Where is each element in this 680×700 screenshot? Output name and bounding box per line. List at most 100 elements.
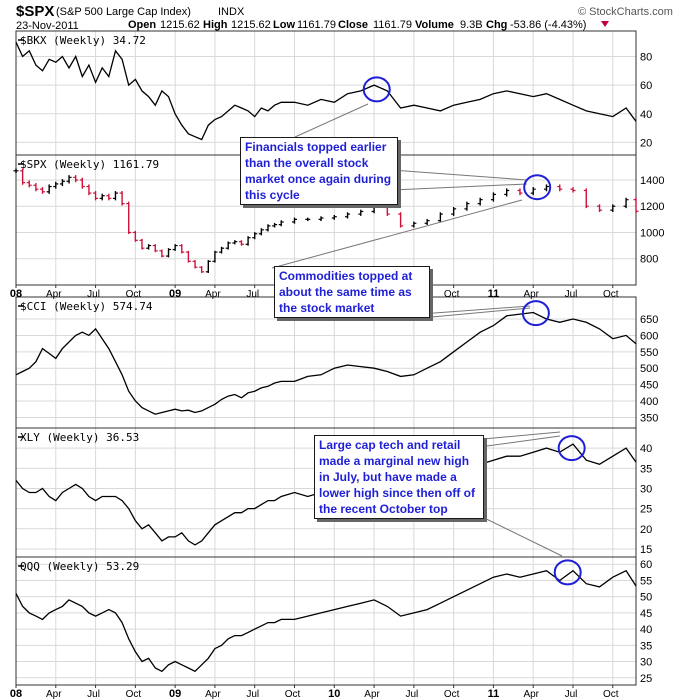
price-bar <box>119 191 125 206</box>
series-line <box>15 41 637 141</box>
y-tick-label: 1200 <box>640 201 664 213</box>
price-bar <box>437 212 443 223</box>
circle-bkx-top <box>362 76 391 103</box>
price-bar <box>490 192 496 202</box>
price-bar <box>623 197 629 209</box>
exchange-label: INDX <box>218 6 245 18</box>
annotation-connector <box>294 103 369 138</box>
price-bar <box>252 232 258 240</box>
x-tick-label: Jul <box>87 289 100 300</box>
price-bar <box>33 183 39 192</box>
price-bar <box>557 184 563 192</box>
x-tick-label: Apr <box>46 689 62 700</box>
price-bar <box>152 244 158 253</box>
ohlc-bars <box>13 168 639 273</box>
annotation-connector <box>420 307 531 319</box>
y-tick-label: 500 <box>640 363 658 375</box>
panel-label: XLY (Weekly) 36.53 <box>20 431 139 444</box>
panel-label: $BKX (Weekly) 34.72 <box>20 34 146 47</box>
chg-value: -53.86 (-4.43%) <box>510 19 586 31</box>
y-tick-label: 1400 <box>640 175 664 187</box>
price-bar <box>66 175 72 184</box>
y-tick-label: 40 <box>640 109 652 121</box>
y-tick-label: 30 <box>640 657 652 669</box>
price-bar <box>146 244 152 250</box>
price-bar <box>172 244 178 251</box>
low-value: 1161.79 <box>297 19 336 31</box>
annotation-connector <box>471 435 561 449</box>
annotation-connector <box>271 199 523 269</box>
y-tick-label: 55 <box>640 575 652 587</box>
price-bar <box>358 209 364 216</box>
x-tick-label: 11 <box>488 288 500 300</box>
price-bar <box>59 179 65 187</box>
price-bar <box>86 184 92 196</box>
symbol-name: (S&P 500 Large Cap Index) <box>56 6 191 18</box>
price-bar <box>384 204 390 216</box>
circle-spx-top <box>523 174 552 201</box>
panel-qqq: 25 30 35 40 45 50 55 60 QQQ (Weekly) 53.29 <box>15 556 652 686</box>
price-bar <box>99 193 105 201</box>
y-tick-label: 30 <box>640 483 652 495</box>
y-tick-label: 15 <box>640 544 652 556</box>
price-bar <box>232 240 238 245</box>
price-bar <box>199 266 205 273</box>
x-tick-label: Apr <box>205 689 221 700</box>
y-tick-label: 35 <box>640 463 652 475</box>
y-tick-label: 60 <box>640 80 652 92</box>
price-bar <box>517 188 523 196</box>
price-bar <box>610 204 616 213</box>
x-tick-label: Oct <box>603 689 619 700</box>
y-tick-label: 45 <box>640 608 652 620</box>
chg-label: Chg <box>486 19 507 31</box>
y-tick-label: 350 <box>640 412 658 424</box>
x-tick-label: Apr <box>523 689 539 700</box>
price-bar <box>278 220 284 227</box>
price-bar <box>132 230 138 242</box>
x-tick-label: Oct <box>603 289 619 300</box>
price-bar <box>26 180 32 188</box>
panel-label: $CCI (Weekly) 574.74 <box>20 300 153 313</box>
y-tick-label: 40 <box>640 624 652 636</box>
price-bar <box>424 218 430 225</box>
price-bar <box>477 197 483 206</box>
x-tick-label: 10 <box>328 688 340 700</box>
annotation-commodities: Commodities topped at about the same tim… <box>274 266 430 318</box>
price-bar <box>245 236 251 246</box>
open-value: 1215.62 <box>160 19 200 31</box>
annotation-financials: Financials topped earlier than the overa… <box>240 137 398 205</box>
price-bar <box>318 216 324 222</box>
panel-frame <box>15 556 637 686</box>
circle-qqq-top <box>553 559 582 586</box>
y-tick-label: 1000 <box>640 227 664 239</box>
price-bar <box>225 241 231 250</box>
annotation-connector <box>391 169 528 181</box>
x-tick-label: Oct <box>444 289 460 300</box>
price-bar <box>79 177 85 189</box>
price-bar <box>398 212 404 228</box>
price-bar <box>530 187 536 196</box>
price-bar <box>570 187 576 193</box>
price-bar <box>583 188 589 209</box>
price-bar <box>73 175 79 183</box>
x-tick-label: Jul <box>246 289 259 300</box>
close-label: Close <box>338 19 368 31</box>
chart-date: 23-Nov-2011 <box>16 20 79 32</box>
x-tick-label: Oct <box>126 289 142 300</box>
down-arrow-icon <box>601 21 609 27</box>
price-bar <box>633 197 639 214</box>
high-label: High <box>203 19 228 31</box>
circle-cci-top <box>521 300 550 327</box>
price-bar <box>265 224 271 232</box>
price-bar <box>192 260 198 269</box>
y-tick-label: 35 <box>640 640 652 652</box>
price-bar <box>212 250 218 263</box>
x-tick-label: Jul <box>565 289 578 300</box>
open-label: Open <box>128 19 156 31</box>
x-tick-label: Jul <box>246 689 259 700</box>
y-tick-label: 650 <box>640 314 658 326</box>
price-bar <box>331 214 337 220</box>
price-bar <box>292 217 298 224</box>
y-tick-label: 50 <box>640 592 652 604</box>
